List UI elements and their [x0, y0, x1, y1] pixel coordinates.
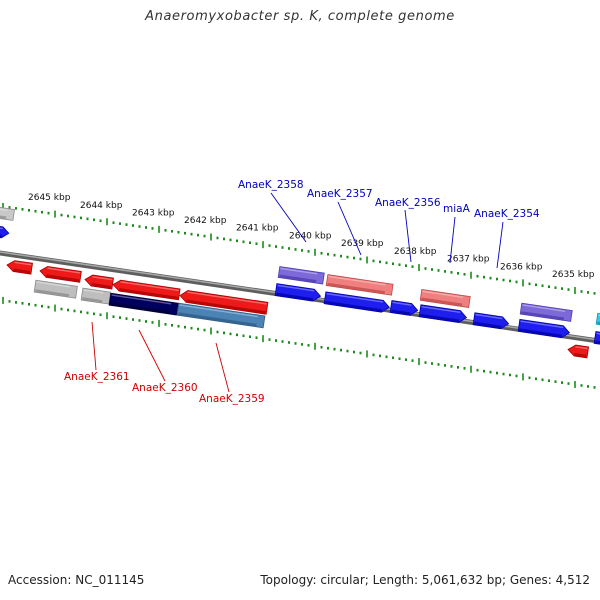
feature-red-c: [84, 274, 114, 290]
feature-blue-f: [517, 318, 571, 339]
feature-purple-a: [277, 266, 325, 285]
feature-blue-a: [274, 283, 322, 302]
feature-blue-d: [418, 304, 468, 323]
label-miaa: miaA: [443, 203, 471, 215]
feature-red-e: [179, 290, 269, 315]
feature-blue-c: [389, 300, 419, 316]
label-anaek-2354-leader: [496, 221, 504, 269]
label-anaek-2354: AnaeK_2354: [474, 208, 540, 220]
feature-cyan: [595, 312, 600, 327]
scale-label: 2644 kbp: [80, 201, 123, 211]
label-anaek-2360: AnaeK_2360: [132, 382, 198, 394]
label-miaa-leader: [449, 216, 456, 264]
scale-labels: 2645 kbp 2644 kbp 2643 kbp 2642 kbp 2641 kbp…: [28, 193, 595, 280]
feature-gray-left: [0, 205, 16, 221]
feature-blue-right: [593, 331, 600, 346]
feature-blue-b: [323, 291, 390, 313]
label-anaek-2357-leader: [337, 201, 362, 256]
scale-label: 2642 kbp: [184, 216, 227, 226]
scale-label: 2640 kbp: [289, 231, 332, 241]
feature-steelblue: [176, 302, 266, 329]
label-anaek-2361: AnaeK_2361: [64, 371, 130, 383]
scale-label: 2638 kbp: [394, 247, 437, 257]
feature-track: [0, 205, 600, 359]
genome-summary: Topology: circular; Length: 5,061,632 bp…: [260, 573, 590, 587]
feature-pink-a: [325, 274, 394, 296]
scale-label: 2636 kbp: [500, 263, 543, 273]
scale-label: 2637 kbp: [447, 255, 490, 265]
label-anaek-2361-leader: [91, 321, 97, 371]
label-anaek-2359: AnaeK_2359: [199, 393, 265, 405]
feature-red-b: [39, 266, 82, 283]
tick-row-upper: [2, 202, 596, 295]
feature-gray-a: [33, 279, 78, 299]
map-title: Anaeromyxobacter sp. K, complete genome: [145, 9, 455, 24]
feature-gray-b: [80, 287, 112, 305]
label-anaek-2356-leader: [404, 209, 412, 263]
feature-red-d: [112, 279, 181, 301]
scale-label: 2635 kbp: [552, 270, 595, 280]
label-anaek-2358: AnaeK_2358: [238, 179, 304, 191]
feature-red-right: [567, 344, 590, 359]
feature-purple-b: [519, 302, 573, 322]
label-anaek-2358-leader: [270, 192, 307, 243]
label-anaek-2359-leader: [215, 342, 230, 393]
label-anaek-2360-leader: [138, 329, 166, 382]
scale-label: 2639 kbp: [341, 239, 384, 249]
feature-navy: [108, 292, 179, 316]
feature-pink-b: [419, 288, 471, 308]
feature-red-a: [6, 260, 33, 275]
tick-row-lower: [2, 296, 596, 389]
accession-label: Accession: NC_011145: [8, 573, 145, 587]
feature-blue-e: [472, 312, 510, 330]
scale-label: 2641 kbp: [236, 224, 279, 234]
scale-label: 2645 kbp: [28, 193, 71, 203]
scale-label: 2643 kbp: [132, 208, 175, 218]
label-anaek-2357: AnaeK_2357: [307, 188, 373, 200]
label-anaek-2356: AnaeK_2356: [375, 197, 441, 209]
feature-blue-left: [0, 224, 10, 239]
